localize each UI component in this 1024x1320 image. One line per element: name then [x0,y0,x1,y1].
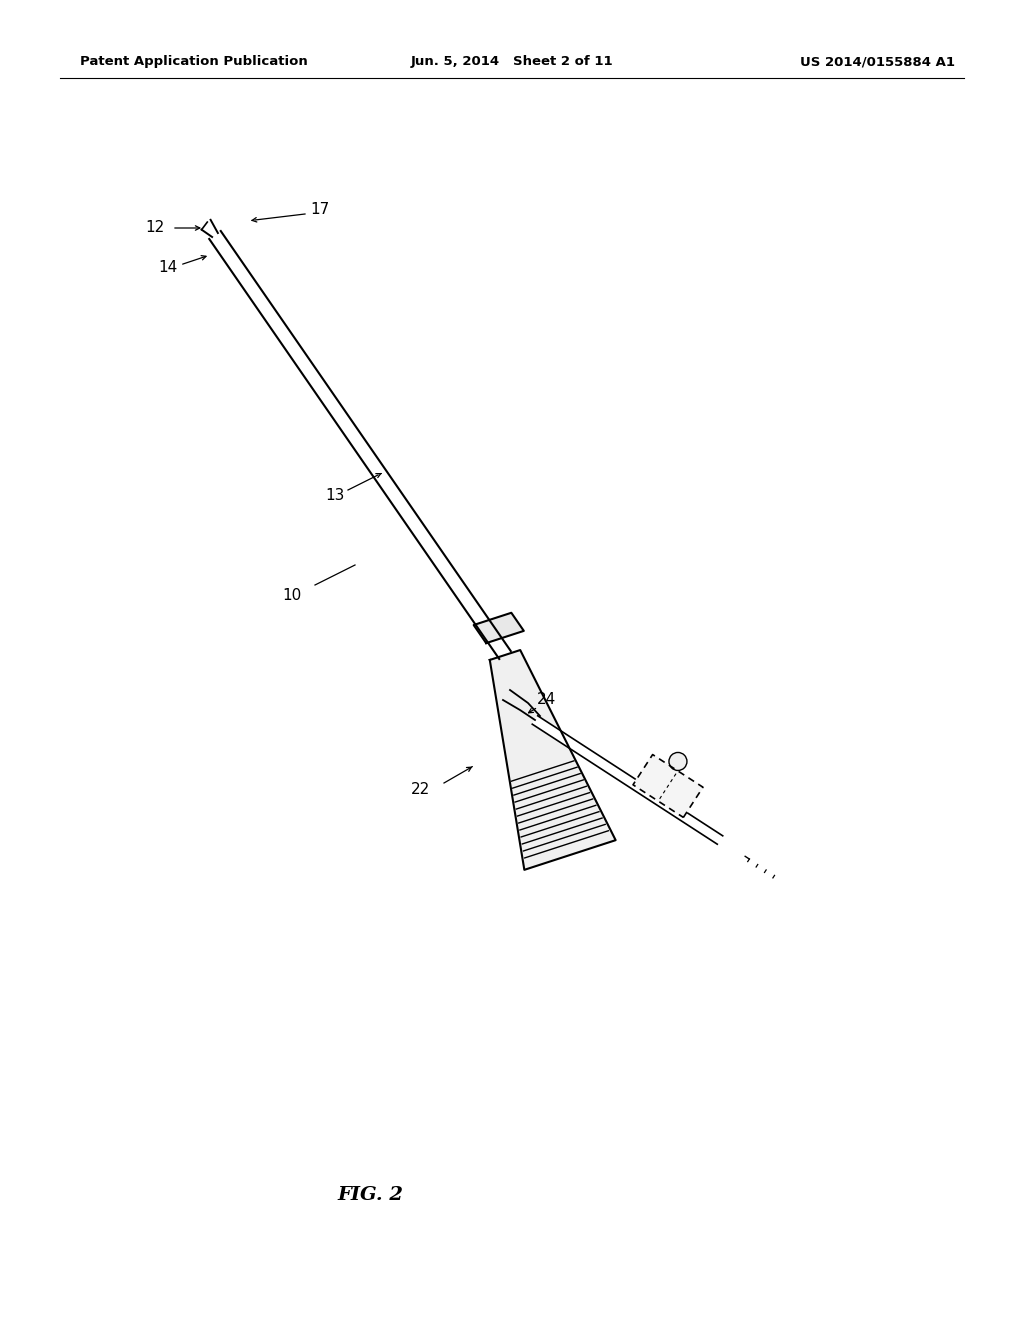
Polygon shape [633,755,702,817]
Text: Jun. 5, 2014   Sheet 2 of 11: Jun. 5, 2014 Sheet 2 of 11 [411,55,613,69]
Text: 22: 22 [411,783,430,797]
Text: Patent Application Publication: Patent Application Publication [80,55,308,69]
Polygon shape [209,231,511,659]
Text: 24: 24 [537,693,556,708]
Polygon shape [474,612,524,643]
Polygon shape [532,715,723,845]
Text: 10: 10 [283,589,302,603]
Text: 14: 14 [159,260,177,276]
Polygon shape [489,649,615,870]
Text: 17: 17 [310,202,330,218]
Text: 12: 12 [145,220,165,235]
Text: US 2014/0155884 A1: US 2014/0155884 A1 [800,55,955,69]
Text: FIG. 2: FIG. 2 [337,1185,403,1204]
Circle shape [669,752,687,771]
Text: 13: 13 [326,488,345,503]
